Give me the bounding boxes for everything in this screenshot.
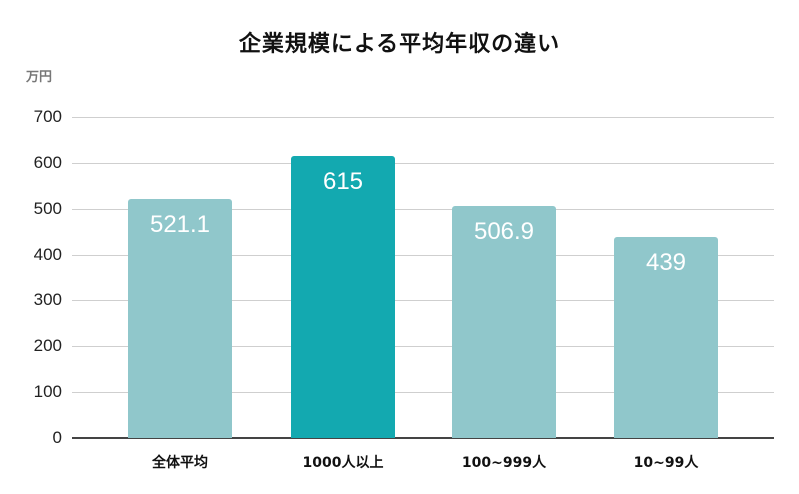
y-tick-label: 100 [33,382,62,402]
x-tick-label: 全体平均 [152,455,208,471]
bar: 506.9 [452,205,556,438]
y-tick-label: 600 [33,152,62,172]
plot-area: 521.1 615 506.9 439 [72,117,774,439]
x-tick-label: 1000人以上 [302,455,384,471]
y-tick-label: 300 [33,290,62,310]
bar: 615 [291,155,395,438]
bar: 521.1 [128,199,232,438]
y-tick-label: 200 [33,336,62,356]
y-tick-label: 500 [33,198,62,218]
chart-title: 企業規模による平均年収の違い [238,32,561,57]
gridline [72,208,774,210]
gridline [72,162,774,164]
y-tick-label: 0 [52,428,62,447]
bar-value-label: 439 [645,248,687,276]
gridline [72,346,774,348]
y-tick-label: 700 [33,107,62,126]
gridline [72,254,774,256]
bar-value-label: 506.9 [473,217,535,245]
y-axis-unit: 万円 [26,70,53,85]
gridline [72,392,774,394]
x-axis-line [72,437,774,439]
bar-value-label: 615 [322,167,364,195]
bar: 439 [614,236,718,438]
y-tick-label: 400 [33,244,62,264]
x-tick-label: 10~99人 [633,455,699,471]
gridline [72,117,774,118]
gridline [72,300,774,302]
bar-value-label: 521.1 [149,211,211,239]
x-tick-label: 100~999人 [461,455,547,471]
